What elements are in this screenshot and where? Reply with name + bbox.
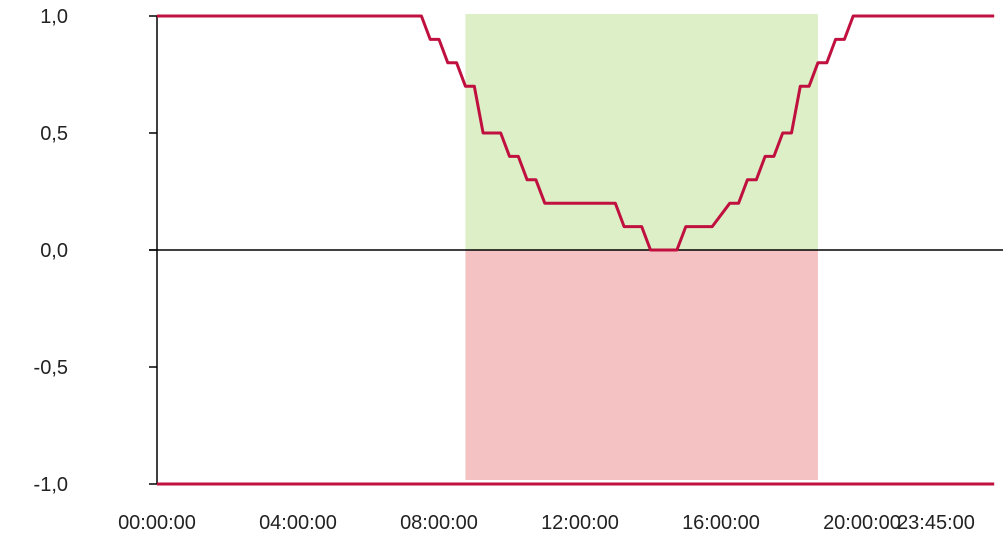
y-tick-label: 1,0 xyxy=(40,6,68,28)
x-tick-label: 00:00:00 xyxy=(118,512,196,534)
y-tick-label: -0,5 xyxy=(34,357,68,379)
y-tick-label: 0,5 xyxy=(40,123,68,145)
x-ticks: 00:00:00 04:00:00 08:00:00 12:00:00 16:00:00… xyxy=(118,512,975,534)
y-tick-label: 0,0 xyxy=(40,240,68,262)
shaded-window-negative xyxy=(465,250,818,480)
shaded-window xyxy=(465,14,818,480)
x-tick-label: 12:00:00 xyxy=(541,512,619,534)
shaded-window-positive xyxy=(465,14,818,250)
x-tick-label: 08:00:00 xyxy=(400,512,478,534)
x-tick-label: 04:00:00 xyxy=(259,512,337,534)
x-tick-label: 20:00:00 xyxy=(823,512,901,534)
y-ticks: 1,0 0,5 0,0 -0,5 -1,0 xyxy=(34,6,157,496)
series-layer xyxy=(157,14,995,486)
y-tick-label: -1,0 xyxy=(34,474,68,496)
x-tick-label: 23:45:00 xyxy=(897,512,975,534)
series-line-1 xyxy=(157,14,995,252)
x-tick-label: 16:00:00 xyxy=(682,512,760,534)
